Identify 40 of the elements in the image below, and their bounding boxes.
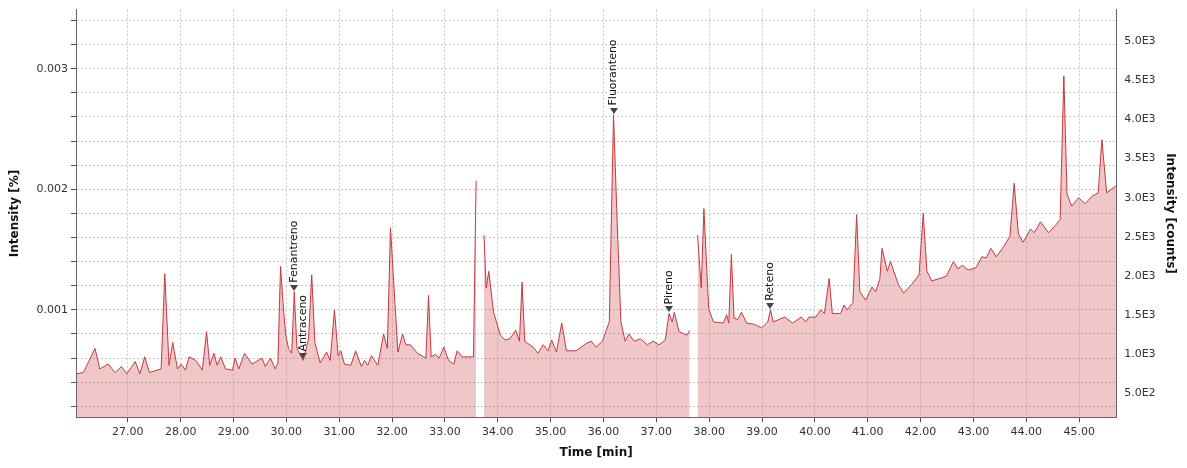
x-tick-label: 36.00: [587, 424, 620, 438]
y2-tick-label: 4.5E3: [1124, 73, 1156, 87]
x-tick-label: 32.00: [376, 424, 408, 438]
x-tick-label: 35.00: [534, 424, 567, 438]
x-tick-label: 38.00: [693, 424, 725, 438]
annotation: Fenantreno: [287, 220, 301, 283]
x-tick-label: 34.00: [482, 424, 514, 438]
x-tick-label: 27.00: [112, 424, 144, 438]
x-tick-label: 29.00: [217, 424, 250, 438]
x-axis-title: Time [min]: [559, 444, 633, 459]
y2-axis-title: Intensity [counts]: [1163, 153, 1178, 274]
x-tick-label: 42.00: [904, 424, 937, 438]
y2-tick-label: 3.5E3: [1124, 151, 1156, 165]
y-tick-label: 0.003: [36, 61, 68, 75]
annotation: Pireno: [661, 269, 675, 305]
x-tick-label: 44.00: [1010, 424, 1043, 438]
y-tick-label: 0.002: [36, 182, 68, 196]
x-tick-label: 33.00: [429, 424, 461, 438]
y-tick-label: 0.001: [36, 302, 68, 316]
x-tick-label: 37.00: [640, 424, 673, 438]
y2-tick-label: 4.0E3: [1124, 112, 1156, 126]
annotation: Fluoranteno: [606, 39, 620, 106]
y2-tick-label: 2.0E3: [1124, 268, 1156, 282]
annotation: Reteno: [763, 261, 777, 301]
x-tick-label: 40.00: [799, 424, 831, 438]
x-tick-label: 39.00: [746, 424, 778, 438]
y-axis-title: Intensity [%]: [7, 169, 22, 258]
y2-tick-label: 5.0E3: [1124, 34, 1156, 48]
x-tick-label: 45.00: [1063, 424, 1095, 438]
y2-tick-label: 5.0E2: [1124, 385, 1156, 399]
y2-tick-label: 2.5E3: [1124, 229, 1156, 243]
x-tick-label: 41.00: [852, 424, 884, 438]
x-tick-label: 43.00: [957, 424, 990, 438]
x-tick-label: 28.00: [164, 424, 197, 438]
x-tick-label: 31.00: [323, 424, 355, 438]
y2-tick-label: 3.0E3: [1124, 190, 1156, 204]
x-tick-label: 30.00: [270, 424, 303, 438]
annotation: Antraceno: [296, 294, 310, 352]
y2-tick-label: 1.5E3: [1124, 307, 1156, 321]
y2-tick-label: 1.0E3: [1124, 346, 1156, 360]
